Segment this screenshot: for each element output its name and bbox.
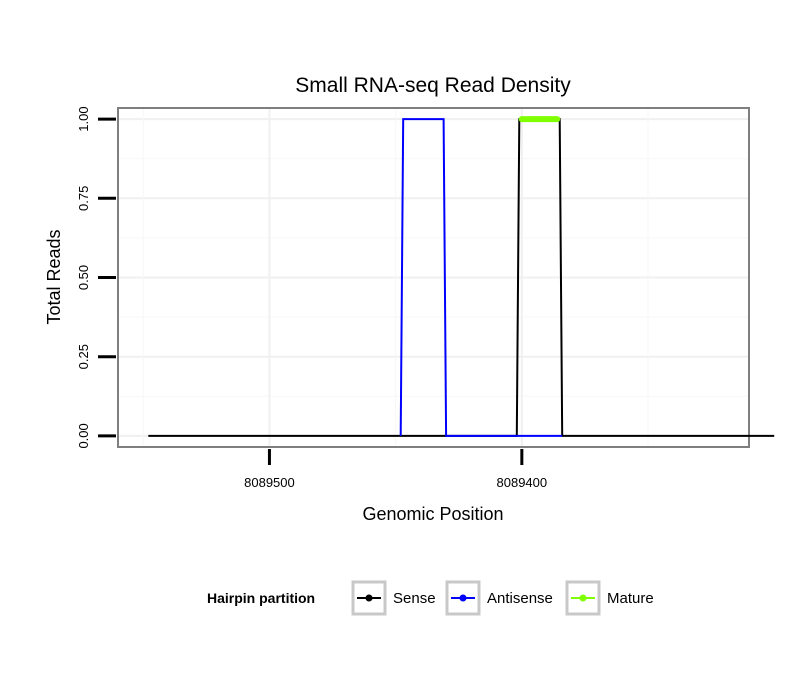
grid bbox=[118, 108, 749, 447]
legend-entry-mature: Mature bbox=[565, 580, 654, 616]
legend: Hairpin partition Sense Antisense Mature bbox=[207, 580, 654, 616]
axis-ticks: 0.00 0.25 0.50 0.75 1.00 8089500 8089400 bbox=[76, 106, 547, 490]
legend-entry-sense: Sense bbox=[351, 580, 436, 616]
legend-title: Hairpin partition bbox=[207, 590, 315, 606]
y-tick-label: 0.75 bbox=[76, 186, 91, 211]
legend-label: Mature bbox=[607, 590, 654, 607]
legend-key-point bbox=[579, 594, 587, 602]
chart-title: Small RNA-seq Read Density bbox=[295, 74, 571, 97]
x-axis-title: Genomic Position bbox=[362, 504, 503, 524]
legend-entries: Sense Antisense Mature bbox=[351, 580, 654, 616]
x-tick-label: 8089400 bbox=[497, 475, 548, 490]
y-tick-label: 0.25 bbox=[76, 344, 91, 369]
series-layer bbox=[148, 116, 775, 437]
plot-border bbox=[117, 107, 750, 448]
legend-key-point bbox=[365, 594, 373, 602]
legend-entry-antisense: Antisense bbox=[445, 580, 553, 616]
y-axis-title: Total Reads bbox=[44, 229, 64, 324]
y-tick-label: 0.00 bbox=[76, 423, 91, 448]
legend-key-point bbox=[459, 594, 467, 602]
y-tick-label: 0.50 bbox=[76, 265, 91, 290]
x-tick-label: 8089500 bbox=[244, 475, 295, 490]
legend-label: Antisense bbox=[487, 590, 553, 607]
y-tick-label: 1.00 bbox=[76, 106, 91, 131]
series-line-antisense bbox=[399, 118, 563, 437]
legend-label: Sense bbox=[393, 590, 436, 607]
legend-key bbox=[351, 580, 387, 616]
